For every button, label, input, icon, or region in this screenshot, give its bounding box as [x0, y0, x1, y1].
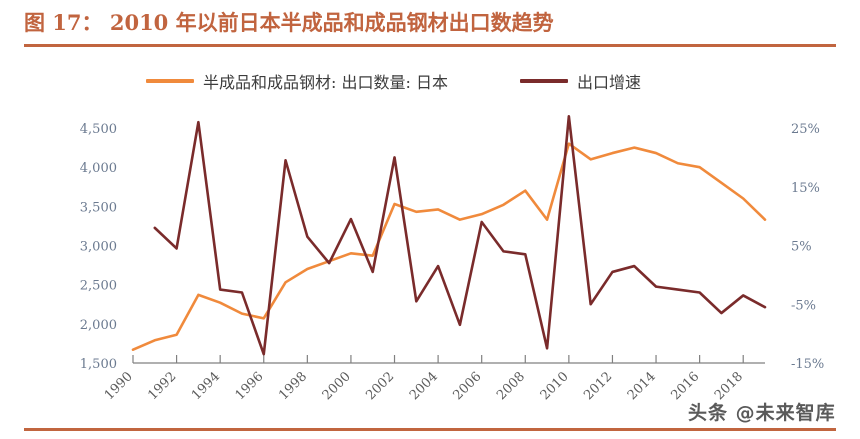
- x-axis-tick-label: 2002: [363, 369, 397, 403]
- series-lines: [131, 114, 767, 356]
- left-axis-tick-label: 3,500: [80, 200, 117, 215]
- x-axis-tick-label: 1992: [145, 369, 179, 403]
- series-line-exports: [131, 142, 767, 351]
- x-axis-tick-label: 2008: [494, 369, 528, 403]
- x-axis-tick-label: 1994: [189, 369, 223, 403]
- title-divider: [24, 44, 836, 47]
- left-axis-tick-label: 2,500: [80, 279, 117, 294]
- axis-lines: [132, 355, 765, 364]
- x-axis-tick-label: 1998: [276, 369, 310, 403]
- chart-legend: 半成品和成品钢材: 出口数量: 日本 出口增速: [120, 64, 760, 98]
- legend-swatch-growth-icon: [519, 79, 568, 83]
- x-axis-tick-labels: 1990 1992 1994 1996 1998 2000 2002 2004 2006 2008…: [102, 369, 746, 403]
- right-axis-tick-label: 5%: [791, 240, 812, 255]
- x-axis-tick-label: 1990: [102, 369, 136, 403]
- x-axis-tick-label: 2014: [625, 369, 659, 403]
- x-axis-tick-label: 2010: [538, 369, 572, 403]
- left-axis-tick-label: 3,000: [80, 240, 117, 255]
- watermark: 头条 @未来智库: [688, 402, 836, 424]
- page-title: 图 17： 2010 年以前日本半成品和成品钢材出口数趋势: [24, 10, 554, 35]
- right-axis-tick-labels: 25% 15% 5% -5% -15%: [791, 122, 824, 372]
- x-axis-tick-label: 1996: [233, 369, 267, 403]
- bottom-divider: [24, 428, 836, 431]
- right-axis-tick-label: 15%: [791, 181, 820, 196]
- x-axis-tick-label: 2012: [581, 369, 615, 403]
- x-axis-tick-label: 2004: [407, 369, 441, 403]
- legend-item-growth: 出口增速: [519, 69, 641, 93]
- legend-swatch-exports-icon: [146, 79, 194, 83]
- left-axis-tick-label: 4,500: [80, 122, 117, 137]
- left-axis-tick-label: 2,000: [80, 318, 117, 333]
- series-line-growth: [153, 114, 767, 356]
- title-block: 图 17： 2010 年以前日本半成品和成品钢材出口数趋势: [24, 6, 836, 48]
- right-axis-tick-label: -5%: [791, 298, 816, 313]
- x-axis-tick-label: 2000: [320, 369, 354, 403]
- left-axis-tick-labels: 4,500 4,000 3,500 3,000 2,500 2,000 1,500: [80, 122, 117, 372]
- right-axis-tick-label: 25%: [791, 122, 820, 137]
- left-axis-tick-label: 4,000: [80, 161, 117, 176]
- legend-label-growth: 出口增速: [576, 73, 641, 92]
- legend-label-exports: 半成品和成品钢材: 出口数量: 日本: [203, 73, 448, 92]
- right-axis-tick-label: -15%: [791, 357, 824, 372]
- legend-item-exports: 半成品和成品钢材: 出口数量: 日本: [146, 69, 448, 93]
- left-axis-tick-label: 1,500: [80, 357, 117, 372]
- x-axis-tick-label: 2006: [451, 369, 485, 403]
